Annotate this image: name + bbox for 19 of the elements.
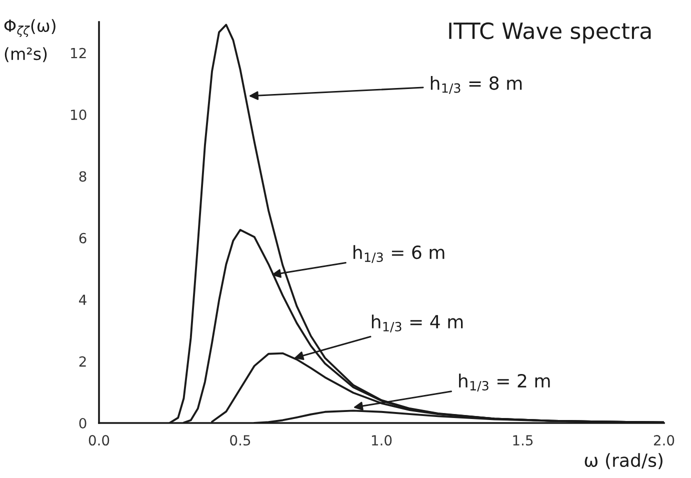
x-tick-label: 1.0 [372, 435, 392, 446]
x-tick-label: 0.0 [88, 435, 110, 446]
annotation: h$_{1/3}$ = 6 m [354, 245, 444, 264]
x-tick-label: 2.0 [654, 435, 674, 446]
chart-title: ITTC Wave spectra [449, 22, 651, 44]
y-tick-label: 6 [79, 232, 86, 244]
annotation: h$_{1/3}$ = 4 m [372, 314, 463, 332]
x-tick-label: 0.5 [230, 435, 250, 446]
x-tick-label: 1.5 [513, 435, 533, 446]
y-tick-label: 10 [71, 110, 86, 120]
y-axis-title: Φ$_{ζζ}$(ω) (m²s) [4, 19, 56, 62]
y-tick-label: 8 [79, 171, 86, 182]
y-tick-label: 12 [71, 48, 86, 58]
y-tick-label: 4 [79, 294, 86, 305]
annotation: h$_{1/3}$ = 8 m [430, 76, 522, 94]
y-tick-label: 0 [79, 418, 86, 428]
annotation: h$_{1/3}$ = 2 m [459, 374, 550, 392]
y-tick-label: 2 [79, 356, 86, 367]
x-axis-title: ω (rad/s) [584, 453, 662, 470]
